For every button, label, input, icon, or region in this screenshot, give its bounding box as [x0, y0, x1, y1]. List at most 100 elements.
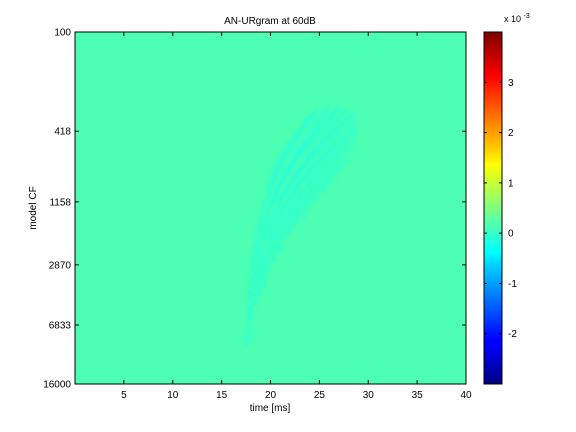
heatmap-cell: [282, 205, 286, 209]
heatmap-cell: [299, 137, 302, 142]
heatmap-cell: [334, 128, 337, 133]
heatmap-cell: [326, 117, 329, 121]
y-axis-label: model CF: [28, 186, 39, 229]
heatmap-cell: [295, 202, 298, 206]
heatmap-cell: [270, 210, 274, 215]
heatmap-cell: [338, 140, 342, 145]
heatmap-cell: [313, 190, 317, 194]
heatmap-cell: [254, 287, 257, 291]
heatmap-cell: [270, 254, 274, 259]
heatmap-cell: [260, 231, 263, 235]
heatmap-cell: [311, 149, 315, 153]
heatmap-cell: [311, 111, 315, 115]
colorbar-multiplier: x 10 -3: [504, 13, 530, 24]
heatmap-cell: [324, 122, 327, 127]
heatmap-cell: [274, 199, 278, 203]
heatmap-cell: [317, 125, 321, 130]
heatmap-cell: [256, 225, 259, 230]
heatmap-cell: [295, 155, 298, 159]
heatmap-cell: [324, 152, 327, 156]
heatmap-cell: [344, 117, 348, 121]
heatmap-cell: [276, 190, 280, 194]
heatmap-cell: [321, 125, 325, 130]
heatmap-cell: [260, 210, 263, 215]
heatmap-cell: [270, 249, 274, 253]
heatmap-cell: [266, 228, 270, 233]
heatmap-cell: [342, 122, 346, 127]
heatmap-cell: [278, 172, 282, 177]
heatmap-cell: [313, 122, 317, 127]
heatmap-cell: [268, 216, 272, 221]
x-tick-label: 30: [363, 390, 375, 401]
heatmap-cell: [313, 187, 317, 191]
heatmap-cell: [274, 175, 278, 180]
heatmap-cell: [336, 146, 340, 150]
heatmap-cell: [278, 175, 282, 180]
heatmap-cell: [297, 134, 300, 139]
heatmap-cell: [324, 175, 327, 180]
heatmap-cell: [256, 269, 259, 274]
heatmap-cell: [315, 187, 319, 191]
heatmap-cell: [297, 169, 300, 174]
heatmap-cell: [272, 208, 276, 212]
heatmap-cell: [350, 122, 354, 127]
heatmap-cell: [276, 169, 280, 174]
heatmap-cell: [274, 210, 278, 215]
heatmap-cell: [321, 137, 325, 142]
heatmap-cell: [303, 202, 307, 206]
heatmap-cell: [326, 169, 329, 174]
heatmap-cell: [289, 216, 292, 221]
heatmap-cell: [282, 175, 286, 180]
heatmap-cell: [342, 143, 346, 147]
heatmap-cell: [315, 169, 319, 174]
heatmap-cell: [289, 225, 292, 230]
heatmap-cell: [307, 149, 311, 153]
heatmap-cell: [249, 319, 253, 323]
heatmap-cell: [272, 190, 276, 194]
colorbar-tick-label: 1: [508, 178, 514, 189]
heatmap-cell: [315, 122, 319, 127]
heatmap-cell: [284, 193, 288, 197]
heatmap-cell: [317, 146, 321, 150]
heatmap-cell: [315, 131, 319, 136]
heatmap-cell: [270, 172, 274, 177]
heatmap-cell: [307, 205, 311, 209]
heatmap-cell: [321, 190, 325, 194]
heatmap-cell: [282, 234, 286, 238]
heatmap-cell: [274, 208, 278, 212]
heatmap-cell: [286, 222, 290, 227]
heatmap-cell: [305, 178, 309, 183]
heatmap-cell: [249, 310, 253, 315]
heatmap-cell: [344, 125, 348, 130]
heatmap-cell: [272, 202, 276, 206]
heatmap-cell: [286, 146, 290, 150]
heatmap-cell: [295, 213, 298, 218]
heatmap-cell: [326, 134, 329, 139]
heatmap-cell: [346, 161, 350, 165]
heatmap-cell: [284, 152, 288, 156]
heatmap-cell: [303, 146, 307, 150]
heatmap-cell: [328, 128, 331, 133]
heatmap-cell: [280, 155, 284, 159]
heatmap-cell: [315, 137, 319, 142]
heatmap-cell: [344, 140, 348, 145]
heatmap-cell: [352, 128, 356, 133]
heatmap-cell: [282, 216, 286, 221]
heatmap-cell: [313, 134, 317, 139]
heatmap-cell: [284, 178, 288, 183]
heatmap-cell: [245, 340, 249, 344]
heatmap-cell: [295, 219, 298, 224]
heatmap-cell: [344, 128, 348, 133]
heatmap-cell: [319, 178, 323, 183]
heatmap-cell: [317, 178, 321, 183]
heatmap-cell: [305, 120, 309, 124]
heatmap-cell: [311, 184, 315, 189]
heatmap-cell: [301, 166, 305, 171]
heatmap-cell: [330, 178, 333, 183]
heatmap-cell: [272, 219, 276, 224]
heatmap-cell: [272, 166, 276, 171]
heatmap-cell: [289, 155, 292, 159]
heatmap-cell: [338, 146, 342, 150]
heatmap-cell: [324, 128, 327, 133]
heatmap-cell: [340, 143, 344, 147]
